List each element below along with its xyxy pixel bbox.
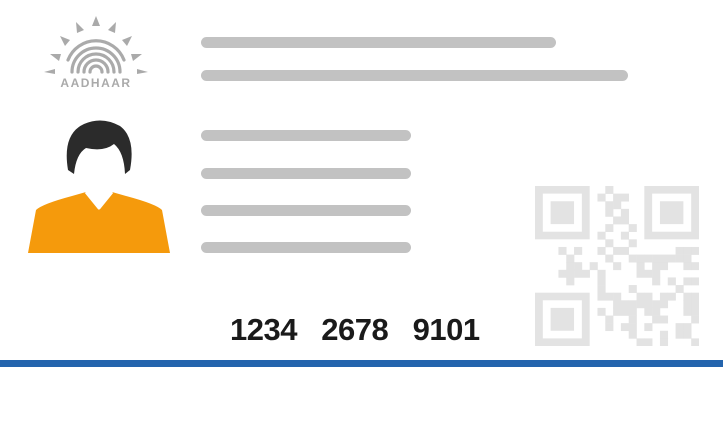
- placeholder-line-2: [201, 70, 628, 81]
- accent-rule: [0, 360, 723, 367]
- placeholder-line-4: [201, 168, 411, 179]
- qr-code-icon: [535, 186, 699, 346]
- aadhaar-number: 1234 2678 9101: [230, 312, 480, 347]
- placeholder-line-3: [201, 130, 411, 141]
- aadhaar-logo-text: AADHAAR: [60, 76, 132, 90]
- placeholder-line-1: [201, 37, 556, 48]
- aadhaar-fingerprint-sun-icon: [44, 16, 148, 74]
- qr-code: [535, 186, 699, 346]
- cardholder-photo: [24, 112, 174, 257]
- aadhaar-logo: AADHAAR: [38, 14, 154, 94]
- placeholder-line-6: [201, 242, 411, 253]
- person-silhouette-icon: [28, 120, 170, 253]
- placeholder-line-5: [201, 205, 411, 216]
